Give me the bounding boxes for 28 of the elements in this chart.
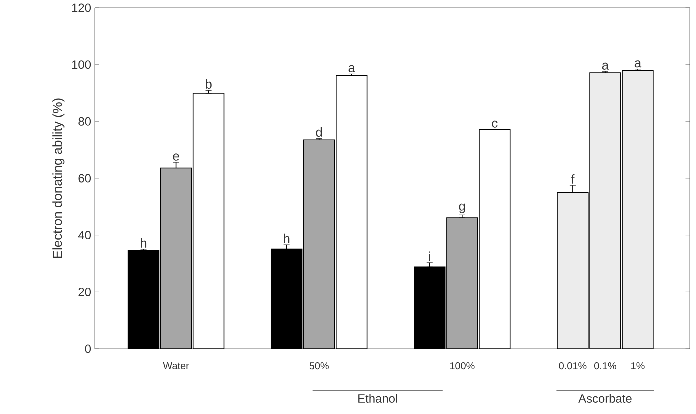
- y-tick-label: 80: [78, 117, 92, 126]
- data-label: a: [634, 60, 642, 68]
- y-tick-label: 40: [78, 231, 92, 240]
- x-tick-label: 50%: [310, 362, 329, 370]
- text: Ascorbate: [578, 394, 632, 403]
- y-tick-label: 60: [78, 174, 92, 183]
- y-tick-label: 120: [72, 4, 92, 12]
- y-tick-label: 100: [72, 60, 92, 70]
- data-label: b: [206, 79, 212, 89]
- data-label: i: [429, 252, 430, 262]
- data-label: c: [492, 120, 498, 128]
- data-label: e: [173, 154, 180, 161]
- x-tick-label: Water: [163, 362, 190, 370]
- data-label: a: [602, 62, 610, 70]
- data-label: f: [571, 174, 575, 184]
- y-axis-title: Electron donating ability (%): [52, 98, 65, 258]
- data-label: h: [284, 234, 290, 244]
- x-tick-label: 100%: [450, 362, 475, 370]
- x-tick-label: 0.01%: [559, 362, 587, 370]
- data-label: d: [316, 128, 322, 138]
- x-tick-label: 1%: [632, 362, 645, 370]
- y-tick-label: 20: [78, 288, 92, 296]
- y-tick-label: 0: [85, 344, 92, 354]
- x-tick-label: 0.1%: [594, 362, 616, 370]
- data-label: g: [459, 204, 466, 214]
- data-label: h: [141, 238, 147, 248]
- text: Ethanol: [358, 394, 398, 403]
- data-label: a: [348, 65, 356, 73]
